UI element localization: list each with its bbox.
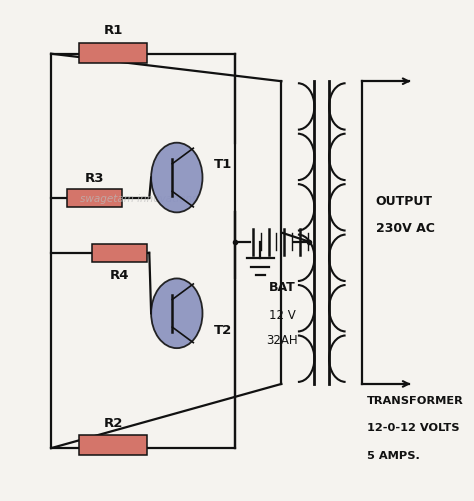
- Text: TRANSFORMER: TRANSFORMER: [367, 395, 464, 405]
- Text: 12 V: 12 V: [269, 308, 296, 321]
- Text: R3: R3: [84, 172, 104, 184]
- Text: BAT: BAT: [269, 281, 296, 294]
- Text: OUTPUT: OUTPUT: [376, 194, 433, 207]
- Ellipse shape: [151, 279, 202, 349]
- FancyBboxPatch shape: [92, 244, 147, 263]
- Text: R1: R1: [103, 24, 123, 37]
- Ellipse shape: [151, 143, 202, 213]
- Text: 12-0-12 VOLTS: 12-0-12 VOLTS: [367, 423, 459, 432]
- FancyBboxPatch shape: [67, 189, 122, 207]
- Text: T1: T1: [213, 158, 232, 171]
- Text: swagetam innovations: swagetam innovations: [80, 193, 197, 203]
- Text: T2: T2: [213, 324, 232, 337]
- Text: 32AH: 32AH: [266, 334, 298, 347]
- Text: 230V AC: 230V AC: [376, 222, 435, 235]
- Text: R2: R2: [103, 416, 123, 429]
- FancyBboxPatch shape: [79, 435, 147, 455]
- Text: R4: R4: [110, 269, 130, 282]
- FancyBboxPatch shape: [79, 44, 147, 64]
- Text: 5 AMPS.: 5 AMPS.: [367, 450, 419, 460]
